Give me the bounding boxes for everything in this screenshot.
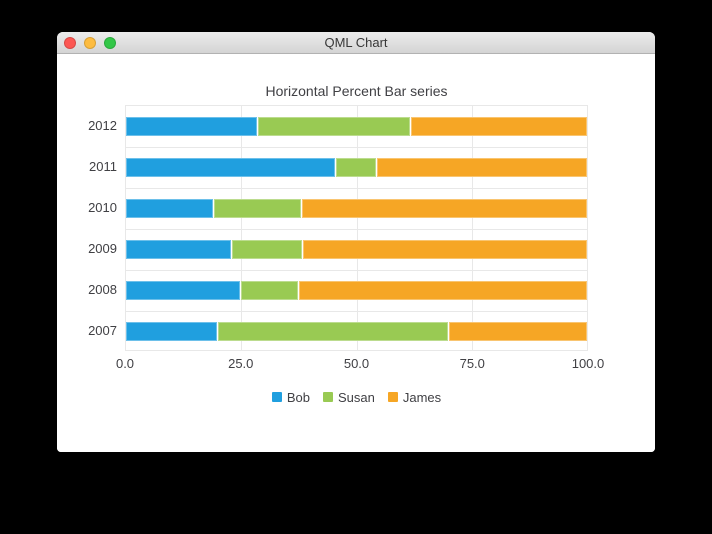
legend-item-james: James [387,389,442,405]
legend-marker-james [387,392,398,402]
plot-area [125,105,588,351]
x-tick-label: 100.0 [571,356,605,371]
window-title: QML Chart [324,35,388,50]
titlebar[interactable]: QML Chart [57,32,655,54]
x-tick-label: 0.0 [115,356,135,371]
x-tick-label: 75.0 [459,356,485,371]
bar-segment-susan-2007 [218,322,449,341]
chart-area: Horizontal Percent Bar series 2012 2011 20… [57,54,655,452]
legend: Bob Susan James [125,389,588,405]
legend-marker-susan [322,392,333,402]
legend-label: Bob [286,389,310,405]
bar-segment-bob-2009 [126,240,233,259]
bar-segment-susan-2010 [213,199,302,218]
bar-segment-bob-2007 [126,322,219,341]
category-label-2012: 2012 [88,118,117,133]
close-button[interactable] [64,37,76,49]
horizontal-gridline [126,147,587,148]
category-label-2007: 2007 [88,323,117,338]
legend-label: James [402,389,442,405]
vertical-gridline [471,106,473,350]
bar-segment-james-2012 [411,117,587,136]
vertical-gridline [241,106,243,350]
x-tick-label: 25.0 [228,356,254,371]
bar-segment-james-2011 [377,158,587,177]
bar-row-2011 [126,158,587,177]
bar-row-2008 [126,281,587,300]
bar-segment-susan-2009 [232,240,304,259]
bar-row-2012 [126,117,587,136]
bar-segment-bob-2010 [126,199,214,218]
window-controls [64,32,116,54]
bar-segment-james-2007 [448,322,587,341]
category-label-2009: 2009 [88,241,117,256]
legend-marker-bob [271,392,282,402]
qml-chart-window: QML Chart Horizontal Percent Bar series … [57,32,655,452]
category-label-2011: 2011 [89,159,117,174]
minimize-button[interactable] [84,37,96,49]
bar-segment-bob-2012 [126,117,258,136]
bar-segment-bob-2011 [126,158,336,177]
bar-segment-james-2010 [301,199,587,218]
bar-row-2007 [126,322,587,341]
horizontal-gridline [126,311,587,312]
bar-segment-james-2008 [298,281,587,300]
horizontal-gridline [126,270,587,271]
category-label-2008: 2008 [88,282,117,297]
zoom-button[interactable] [104,37,116,49]
legend-item-susan: Susan [322,389,375,405]
bar-row-2009 [126,240,587,259]
bar-segment-susan-2012 [257,117,412,136]
category-label-2010: 2010 [88,200,117,215]
horizontal-gridline [126,188,587,189]
legend-item-bob: Bob [271,389,310,405]
horizontal-gridline [126,229,587,230]
bar-row-2010 [126,199,587,218]
bar-segment-susan-2011 [335,158,378,177]
bar-segment-bob-2008 [126,281,242,300]
bar-segment-susan-2008 [241,281,299,300]
x-tick-label: 50.0 [343,356,370,371]
legend-label: Susan [337,389,375,405]
vertical-gridline [356,106,358,350]
chart-title: Horizontal Percent Bar series [265,83,448,99]
bar-segment-james-2009 [303,240,587,259]
